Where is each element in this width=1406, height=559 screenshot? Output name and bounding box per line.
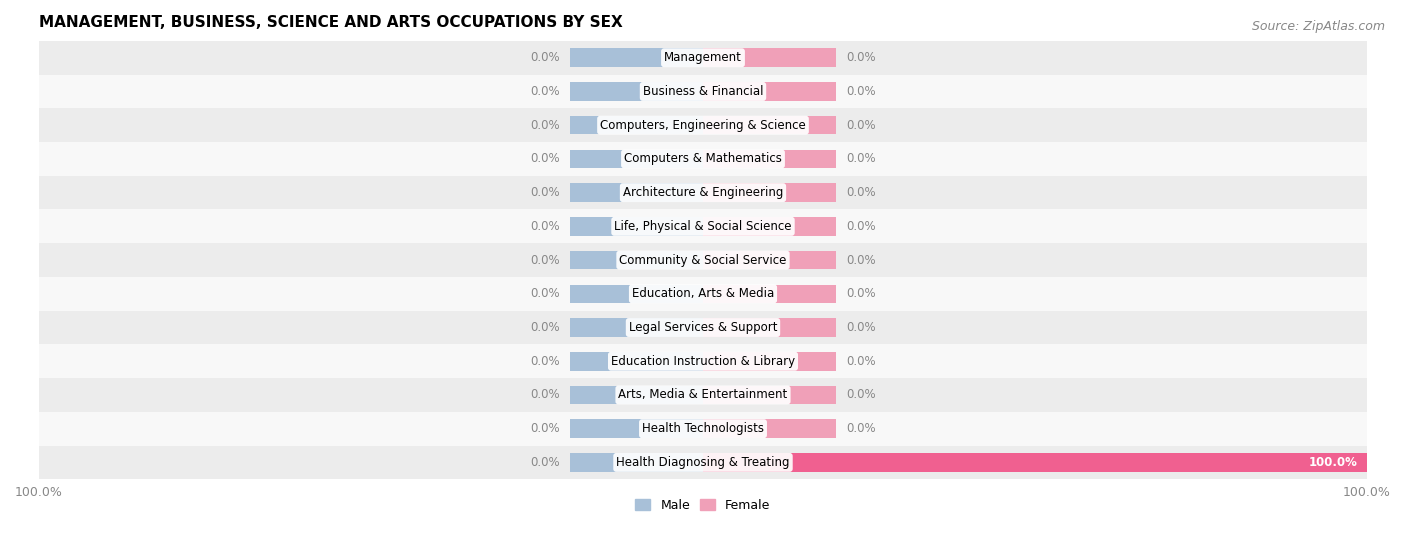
Bar [703,251,835,269]
Bar [703,285,835,303]
Text: MANAGEMENT, BUSINESS, SCIENCE AND ARTS OCCUPATIONS BY SEX: MANAGEMENT, BUSINESS, SCIENCE AND ARTS O… [39,15,623,30]
Text: 0.0%: 0.0% [530,220,560,233]
Bar [39,142,1367,176]
Text: Health Diagnosing & Treating: Health Diagnosing & Treating [616,456,790,469]
Text: 0.0%: 0.0% [846,287,876,300]
Bar [703,49,835,67]
Text: 0.0%: 0.0% [530,119,560,132]
Text: Business & Financial: Business & Financial [643,85,763,98]
Bar [39,412,1367,446]
Bar [39,277,1367,311]
Text: Community & Social Service: Community & Social Service [619,254,787,267]
Text: Computers & Mathematics: Computers & Mathematics [624,153,782,165]
Bar [39,210,1367,243]
Bar [571,251,703,269]
Bar [39,378,1367,412]
Text: 0.0%: 0.0% [530,456,560,469]
Bar [571,82,703,101]
Bar [39,74,1367,108]
Text: 0.0%: 0.0% [530,51,560,64]
Text: 0.0%: 0.0% [530,186,560,199]
Text: 0.0%: 0.0% [530,389,560,401]
Bar [703,453,1367,472]
Bar [571,150,703,168]
Text: 0.0%: 0.0% [846,355,876,368]
Text: Architecture & Engineering: Architecture & Engineering [623,186,783,199]
Bar [571,183,703,202]
Bar [571,419,703,438]
Bar [703,352,835,371]
Bar [571,49,703,67]
Text: Life, Physical & Social Science: Life, Physical & Social Science [614,220,792,233]
Text: Education, Arts & Media: Education, Arts & Media [631,287,775,300]
Bar [703,217,835,236]
Text: 0.0%: 0.0% [846,389,876,401]
Bar [39,108,1367,142]
Bar [571,285,703,303]
Bar [703,419,835,438]
Bar [703,116,835,135]
Legend: Male, Female: Male, Female [630,494,776,517]
Bar [571,386,703,404]
Bar [39,446,1367,479]
Text: 0.0%: 0.0% [846,422,876,435]
Bar [703,183,835,202]
Bar [703,82,835,101]
Bar [571,318,703,337]
Text: Computers, Engineering & Science: Computers, Engineering & Science [600,119,806,132]
Bar [703,318,835,337]
Text: Legal Services & Support: Legal Services & Support [628,321,778,334]
Bar [39,41,1367,74]
Text: 0.0%: 0.0% [530,422,560,435]
Bar [571,453,703,472]
Bar [571,352,703,371]
Text: 0.0%: 0.0% [530,153,560,165]
Text: 0.0%: 0.0% [530,85,560,98]
Text: 100.0%: 100.0% [1308,456,1357,469]
Text: 0.0%: 0.0% [846,153,876,165]
Text: Management: Management [664,51,742,64]
Bar [39,344,1367,378]
Bar [703,150,835,168]
Text: 0.0%: 0.0% [846,254,876,267]
Text: Arts, Media & Entertainment: Arts, Media & Entertainment [619,389,787,401]
Text: 0.0%: 0.0% [846,186,876,199]
Text: 0.0%: 0.0% [846,321,876,334]
Bar [571,116,703,135]
Text: 0.0%: 0.0% [530,287,560,300]
Bar [39,243,1367,277]
Text: 0.0%: 0.0% [846,119,876,132]
Bar [39,176,1367,210]
Text: Education Instruction & Library: Education Instruction & Library [612,355,794,368]
Text: 0.0%: 0.0% [530,254,560,267]
Text: 0.0%: 0.0% [846,220,876,233]
Text: 0.0%: 0.0% [530,355,560,368]
Text: 0.0%: 0.0% [846,85,876,98]
Text: 0.0%: 0.0% [846,51,876,64]
Text: 0.0%: 0.0% [530,321,560,334]
Text: Source: ZipAtlas.com: Source: ZipAtlas.com [1251,20,1385,32]
Bar [703,386,835,404]
Bar [571,217,703,236]
Bar [39,311,1367,344]
Text: Health Technologists: Health Technologists [643,422,763,435]
